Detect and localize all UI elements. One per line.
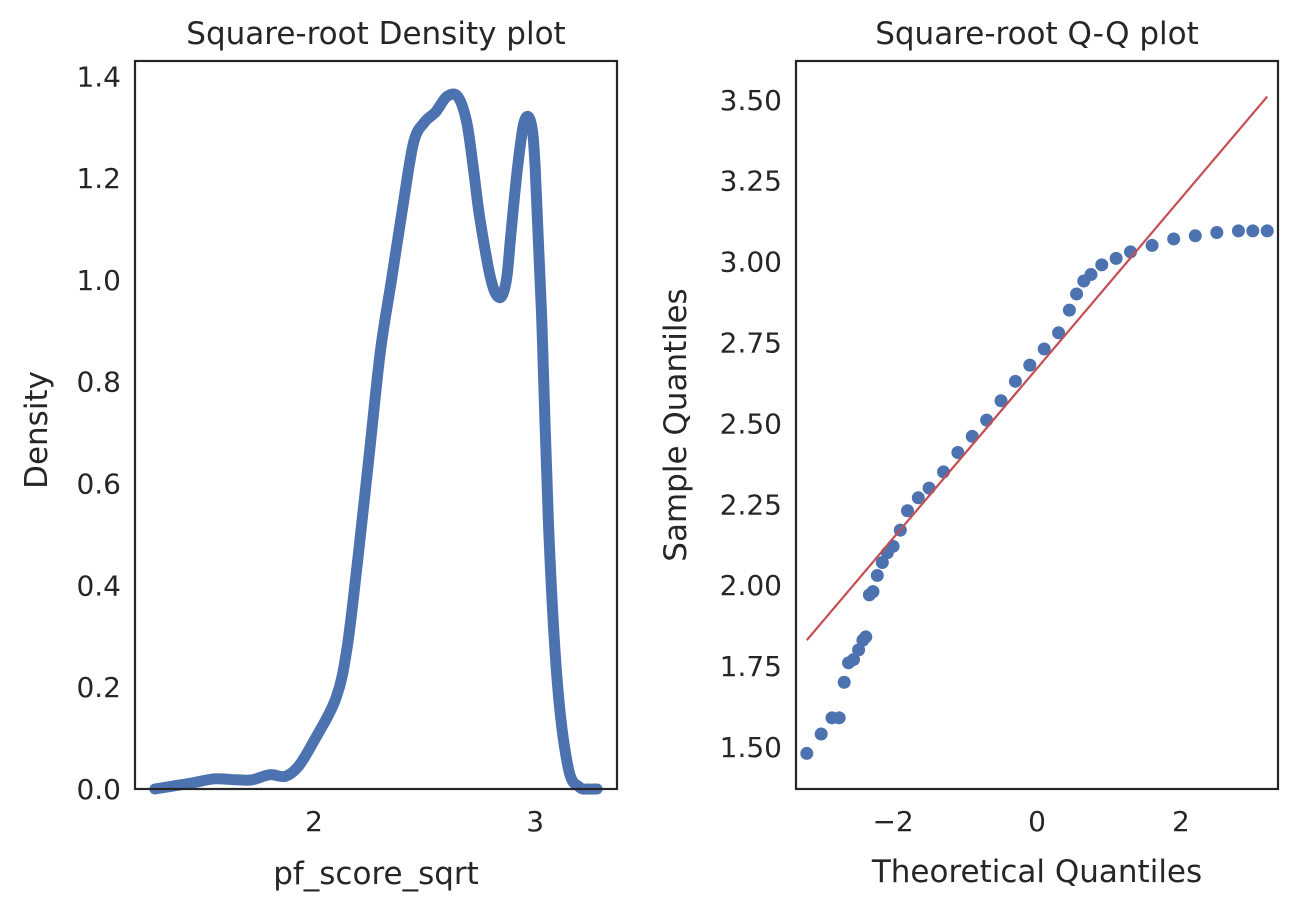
qq-point	[1062, 303, 1076, 317]
density-axes-frame	[133, 59, 619, 791]
density-y-tick-label: 1.4	[76, 60, 121, 93]
density-y-tick-label: 0.8	[76, 366, 121, 399]
qq-x-tick-label: 2	[1172, 805, 1190, 838]
qq-point	[870, 568, 884, 582]
qq-y-label: Sample Quantiles	[658, 288, 694, 561]
qq-point	[911, 491, 925, 505]
density-y-tick-label: 0.4	[76, 569, 121, 602]
qq-point	[1246, 224, 1260, 238]
qq-y-tick-label: 3.25	[720, 165, 782, 198]
qq-title: Square-root Q-Q plot	[875, 16, 1199, 52]
qq-point	[886, 539, 900, 553]
density-y-label: Density	[19, 371, 55, 489]
qq-point	[814, 727, 828, 741]
density-y-ticks: 0.0 0.2 0.4 0.6 0.8 1.0 1.2 1.4	[76, 60, 121, 806]
qq-point	[832, 711, 846, 725]
density-curve	[149, 88, 603, 795]
density-panel: Square-root Density plot pf_score_sqrt D…	[19, 16, 619, 892]
density-x-label: pf_score_sqrt	[273, 856, 479, 892]
qq-point	[1052, 326, 1066, 340]
qq-point	[1109, 251, 1123, 265]
qq-x-label: Theoretical Quantiles	[871, 854, 1202, 890]
qq-point	[800, 746, 814, 760]
density-x-tick-label: 2	[305, 805, 323, 838]
qq-point	[1037, 342, 1051, 356]
qq-point	[1231, 224, 1245, 238]
qq-y-tick-label: 1.50	[720, 731, 782, 764]
qq-point	[1260, 224, 1274, 238]
qq-y-tick-label: 2.25	[720, 488, 782, 521]
qq-point	[847, 653, 861, 667]
qq-y-tick-label: 3.50	[720, 84, 782, 117]
qq-y-tick-label: 2.50	[720, 407, 782, 440]
density-y-tick-label: 0.0	[76, 773, 121, 806]
qq-point	[852, 643, 866, 657]
qq-point	[866, 585, 880, 599]
qq-point	[922, 481, 936, 495]
qq-point	[875, 556, 889, 570]
qq-x-tick-label: 0	[1028, 805, 1046, 838]
qq-axes-frame	[794, 59, 1280, 791]
density-title: Square-root Density plot	[186, 16, 565, 52]
density-y-tick-label: 1.0	[76, 264, 121, 297]
density-y-tick-label: 0.6	[76, 468, 121, 501]
qq-y-tick-label: 1.75	[720, 650, 782, 683]
density-y-tick-label: 1.2	[76, 162, 121, 195]
qq-reference-line	[805, 95, 1269, 641]
qq-point	[1188, 229, 1202, 243]
qq-point	[951, 446, 965, 460]
qq-plot-area	[800, 95, 1274, 760]
qq-x-ticks: −2 0 2	[872, 805, 1189, 838]
qq-y-ticks: 1.50 1.75 2.00 2.25 2.50 2.75 3.00 3.25 3.50	[720, 84, 782, 764]
qq-y-tick-label: 2.00	[720, 569, 782, 602]
density-y-tick-label: 0.2	[76, 671, 121, 704]
qq-point	[1095, 258, 1109, 272]
qq-panel: Square-root Q-Q plot Theoretical Quantil…	[658, 16, 1280, 890]
qq-x-tick-label: −2	[872, 805, 913, 838]
qq-point	[1008, 374, 1022, 388]
density-x-tick-label: 3	[526, 805, 544, 838]
qq-point	[901, 504, 915, 518]
qq-point	[859, 630, 873, 644]
qq-point	[1210, 225, 1224, 239]
qq-point	[1084, 268, 1098, 282]
qq-point	[1023, 358, 1037, 372]
qq-y-tick-label: 3.00	[720, 246, 782, 279]
qq-point	[1070, 287, 1084, 301]
qq-point	[1145, 238, 1159, 252]
qq-point	[994, 394, 1008, 408]
qq-point	[1167, 232, 1181, 246]
qq-y-tick-label: 2.75	[720, 326, 782, 359]
density-plot-area	[149, 88, 603, 795]
qq-point	[980, 413, 994, 427]
qq-point	[837, 675, 851, 689]
